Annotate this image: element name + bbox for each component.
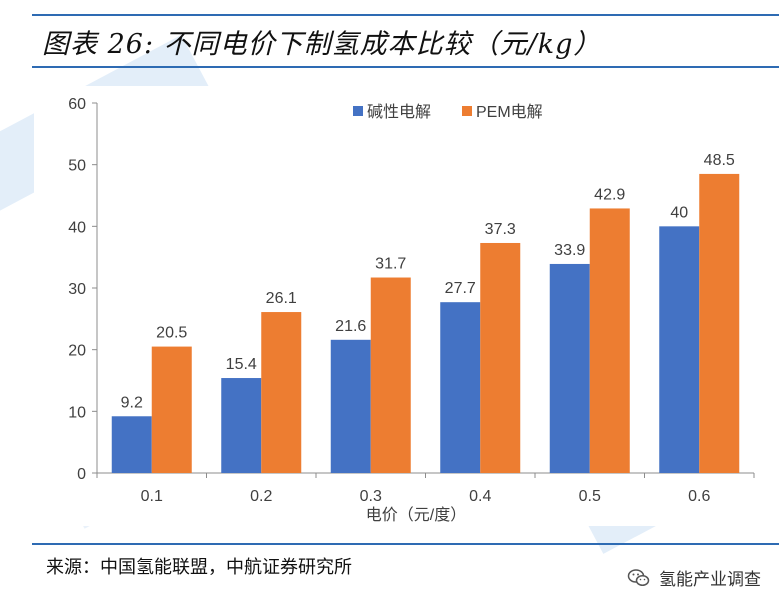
x-tick-label: 0.6 <box>688 488 710 505</box>
title-rule-bottom <box>32 66 779 68</box>
legend-swatch <box>462 106 472 116</box>
data-label: 9.2 <box>121 394 143 411</box>
bar-alkaline <box>549 263 590 473</box>
data-label: 42.9 <box>594 186 625 203</box>
legend-swatch <box>353 106 363 116</box>
bar-chart: 0 10 20 30 40 50 60 0.1 9.2 20.5 0.2 15.4 26.1 0.3 21.… <box>68 96 755 524</box>
title-rule-top <box>32 14 779 16</box>
data-label: 37.3 <box>485 221 516 238</box>
x-tick-label: 0.5 <box>579 488 601 505</box>
bar-pem <box>589 208 630 473</box>
legend-label: PEM电解 <box>476 103 543 121</box>
y-tick-label: 60 <box>68 96 86 113</box>
y-tick-label: 20 <box>68 343 86 360</box>
bar-pem <box>151 346 192 473</box>
bar-pem <box>480 242 521 473</box>
x-axis-label: 电价（元/度） <box>366 506 466 524</box>
bar-pem <box>261 312 302 473</box>
bar-pem <box>370 277 411 473</box>
brand-label: 氢能产业调查 <box>659 570 761 589</box>
data-label: 27.7 <box>445 280 476 297</box>
y-tick-label: 40 <box>68 219 86 236</box>
data-label: 40 <box>670 204 688 221</box>
bar-alkaline <box>659 226 700 473</box>
source-rule <box>32 543 779 545</box>
data-label: 33.9 <box>554 242 585 259</box>
bar-alkaline <box>440 302 481 473</box>
x-tick-label: 0.1 <box>141 488 163 505</box>
y-tick-label: 0 <box>77 466 86 483</box>
data-label: 26.1 <box>266 290 297 307</box>
title-bar: 图表 26: 不同电价下制氢成本比较（元/kg） <box>0 0 779 68</box>
data-label: 48.5 <box>704 152 735 169</box>
legend-label: 碱性电解 <box>367 103 431 121</box>
x-tick-label: 0.3 <box>360 488 382 505</box>
y-tick-label: 30 <box>68 281 86 298</box>
bar-alkaline <box>221 378 262 473</box>
x-tick-label: 0.2 <box>250 488 272 505</box>
bar-alkaline <box>330 339 371 473</box>
data-label: 21.6 <box>335 318 366 335</box>
chart-title: 图表 26: 不同电价下制氢成本比较（元/kg） <box>42 29 602 60</box>
bar-pem <box>699 173 740 473</box>
data-label: 20.5 <box>156 325 187 342</box>
y-tick-label: 10 <box>68 404 86 421</box>
bar-alkaline <box>111 416 152 473</box>
brand: 氢能产业调查 <box>627 565 761 590</box>
wechat-icon <box>627 566 651 590</box>
source-note: 来源：中国氢能联盟，中航证券研究所 <box>46 557 352 578</box>
y-tick-label: 50 <box>68 158 86 175</box>
data-label: 31.7 <box>375 256 406 273</box>
chart-panel: 0 10 20 30 40 50 60 0.1 9.2 20.5 0.2 15.4 26.1 0.3 21.… <box>34 86 779 526</box>
data-label: 15.4 <box>226 356 257 373</box>
x-tick-label: 0.4 <box>469 488 491 505</box>
